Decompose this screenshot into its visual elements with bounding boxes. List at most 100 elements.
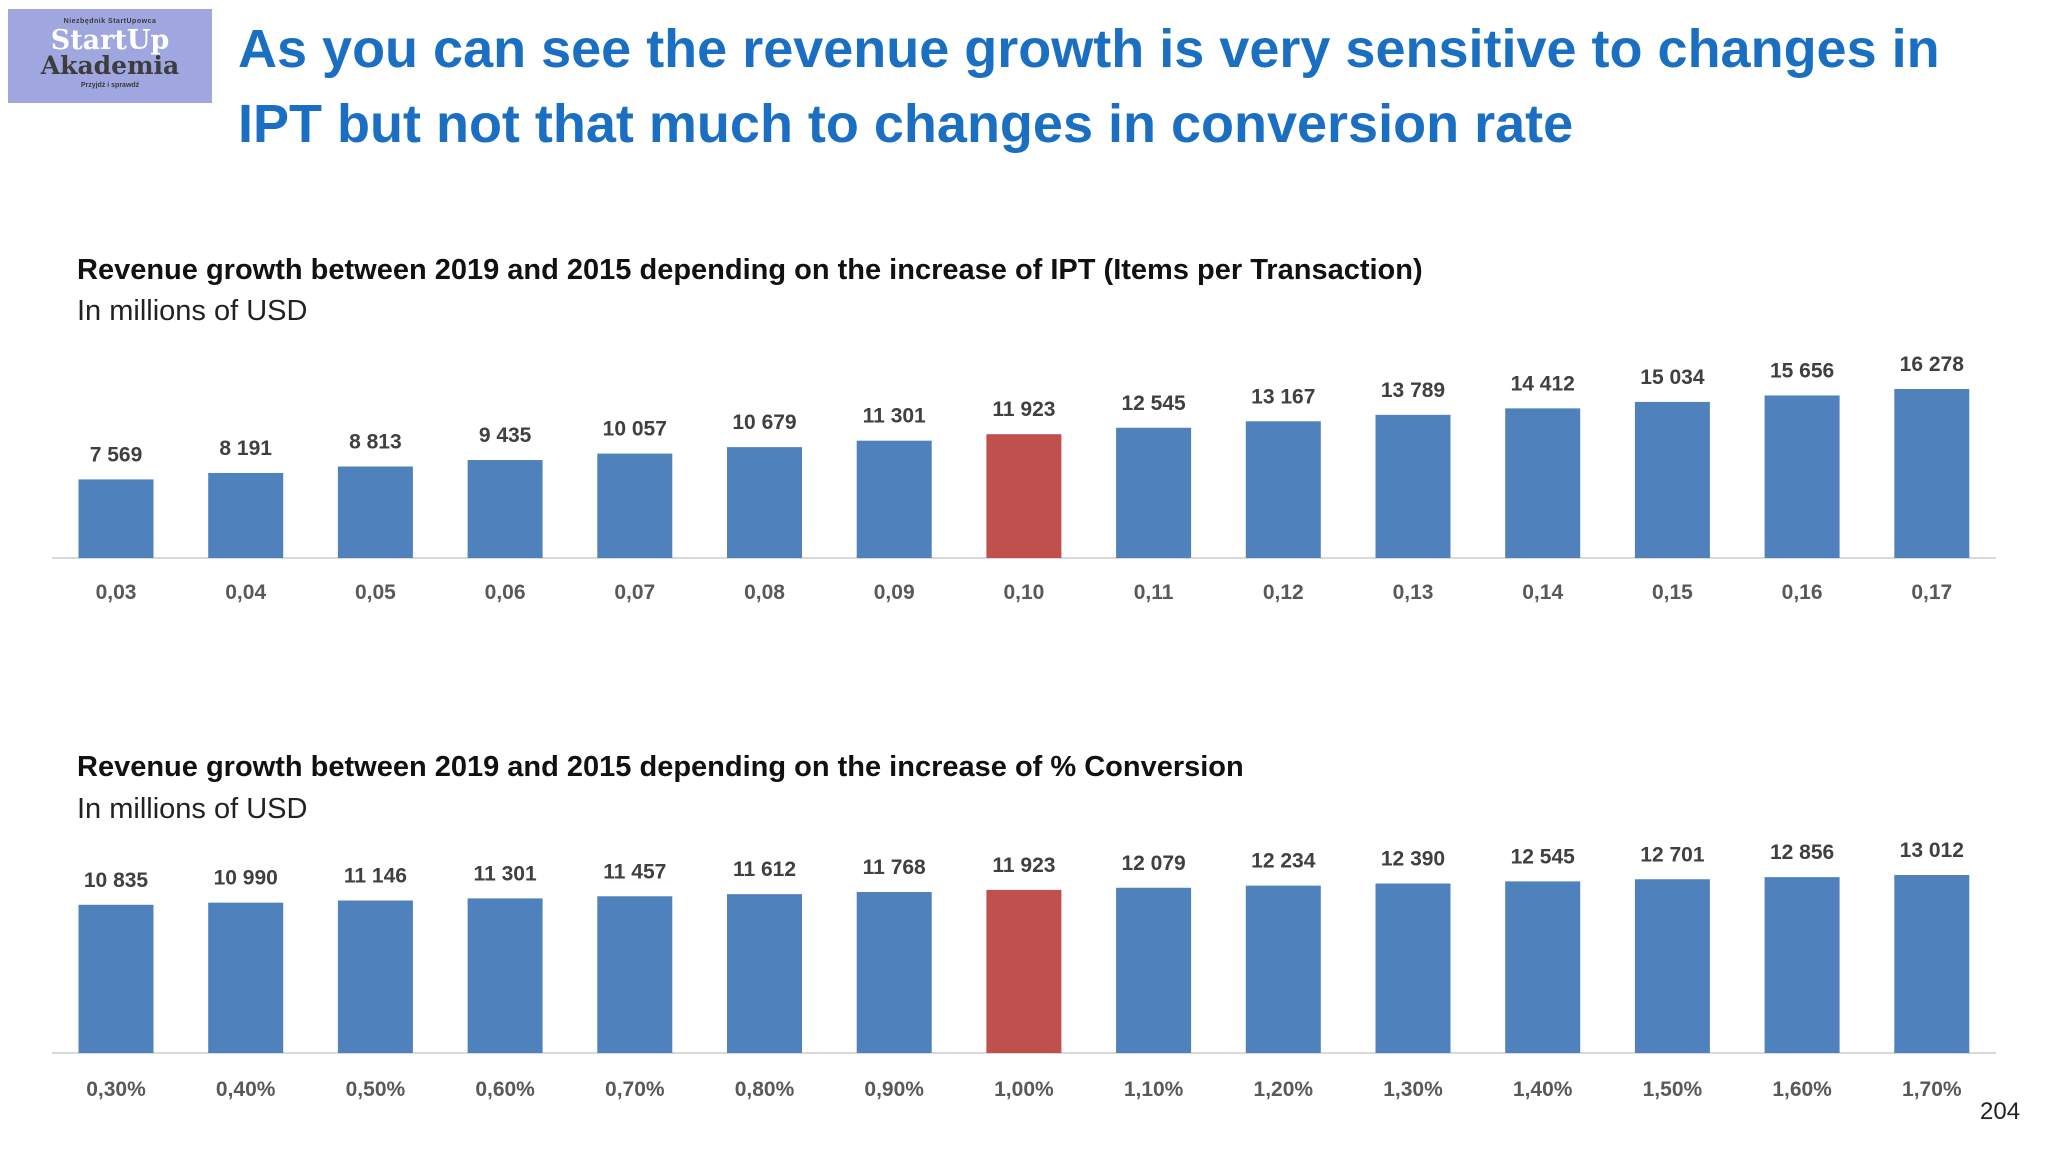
chart1-tick-label: 0,13 <box>1393 581 1434 604</box>
chart1-bar <box>78 479 154 558</box>
chart1-tick-label: 0,03 <box>96 581 137 604</box>
chart2-tick-label: 0,50% <box>346 1078 406 1101</box>
chart1-data-label: 16 278 <box>1900 353 1965 376</box>
chart2-bar <box>986 889 1062 1053</box>
chart1-tick-label: 0,17 <box>1911 581 1952 604</box>
chart2-tick-label: 1,10% <box>1124 1078 1184 1101</box>
chart2-bar <box>1634 879 1710 1053</box>
chart1-tick-label: 0,06 <box>485 581 526 604</box>
chart1-data-label: 15 034 <box>1640 366 1705 389</box>
chart1-data-label: 14 412 <box>1511 372 1575 395</box>
logo-line2: Akademia <box>40 51 180 80</box>
chart1-bar <box>856 440 932 558</box>
chart2-bar <box>727 894 802 1053</box>
chart2-data-label: 11 457 <box>603 860 666 883</box>
chart1-bar <box>1505 408 1581 558</box>
chart1-tick-label: 0,04 <box>225 581 266 604</box>
chart2-data-label: 10 835 <box>84 869 149 892</box>
logo-line1: StartUp <box>50 25 170 56</box>
chart2-tick-label: 0,60% <box>475 1078 535 1101</box>
chart1-tick-label: 0,15 <box>1652 581 1693 604</box>
chart1-data-label: 9 435 <box>479 424 532 447</box>
chart2-data-label: 11 612 <box>733 858 796 881</box>
chart1-data-label: 8 813 <box>349 431 402 454</box>
chart2-bar <box>1245 885 1321 1053</box>
chart1-bar <box>597 453 673 558</box>
chart1-bar <box>1375 414 1451 558</box>
chart1-data-label: 11 923 <box>992 398 1055 421</box>
chart2-tick-label: 1,70% <box>1902 1078 1962 1101</box>
chart2-data-label: 12 545 <box>1511 845 1576 868</box>
chart1-tick-label: 0,16 <box>1782 581 1823 604</box>
chart2-tick-label: 1,00% <box>994 1078 1054 1101</box>
chart1-bar <box>337 466 413 558</box>
chart2-data-label: 12 390 <box>1381 848 1445 871</box>
chart2-bar <box>1894 875 1970 1053</box>
chart2-data-label: 11 923 <box>992 854 1055 877</box>
chart2-data-label: 11 768 <box>863 856 926 879</box>
chart1-bar <box>986 434 1062 558</box>
chart1-tick-label: 0,10 <box>1003 581 1044 604</box>
chart1-data-label: 15 656 <box>1770 359 1834 382</box>
chart2-data-label: 10 990 <box>214 867 278 890</box>
chart1-data-label: 10 057 <box>603 418 667 441</box>
chart1-tick-label: 0,08 <box>744 581 785 604</box>
chart1-bar <box>727 447 802 558</box>
chart1-title: Revenue growth between 2019 and 2015 dep… <box>77 254 1423 286</box>
chart1-bar <box>1116 427 1192 558</box>
chart2-data-label: 12 856 <box>1770 841 1834 864</box>
chart2-data-label: 13 012 <box>1900 839 1964 862</box>
chart2-data-label: 12 701 <box>1640 843 1705 866</box>
chart2-tick-label: 1,50% <box>1643 1078 1703 1101</box>
logo-top-text: Niezbędnik StartUpowca <box>63 18 157 25</box>
chart2-bar <box>208 902 284 1053</box>
chart2-tick-label: 0,40% <box>216 1078 276 1101</box>
chart1-bar <box>1764 395 1840 558</box>
chart1-bar <box>208 472 284 558</box>
chart1-tick-label: 0,05 <box>355 581 396 604</box>
chart2-bar <box>1116 887 1192 1053</box>
chart1-bar <box>467 460 543 558</box>
chart1-data-label: 8 191 <box>219 437 272 460</box>
chart2-bar <box>1375 883 1451 1053</box>
chart2-data-label: 11 301 <box>474 862 537 885</box>
chart2-tick-label: 1,60% <box>1772 1078 1832 1101</box>
chart1-data-label: 7 569 <box>90 443 143 466</box>
chart2-subtitle: In millions of USD <box>77 793 308 825</box>
logo-bottom-text: Przyjdź i sprawdź <box>80 82 140 89</box>
chart2-bar <box>1505 881 1581 1053</box>
page-number: 204 <box>1980 1098 2021 1125</box>
chart1-tick-label: 0,12 <box>1263 581 1304 604</box>
chart1-data-label: 10 679 <box>732 411 796 434</box>
chart2-data-label: 12 079 <box>1121 852 1185 875</box>
chart2-bar <box>467 898 543 1053</box>
chart2-tick-label: 0,70% <box>605 1078 665 1101</box>
slide-headline: As you can see the revenue growth is ver… <box>238 19 1940 154</box>
chart1-bar <box>1634 401 1710 558</box>
chart1-data-label: 11 301 <box>863 405 926 428</box>
chart2-bar <box>856 892 932 1053</box>
chart1-bar <box>1894 389 1970 558</box>
chart1-bar <box>1245 421 1321 558</box>
chart2-tick-label: 0,80% <box>735 1078 795 1101</box>
chart1-tick-label: 0,14 <box>1522 581 1563 604</box>
chart1-data-label: 13 789 <box>1381 379 1445 402</box>
chart2-tick-label: 0,90% <box>864 1078 924 1101</box>
chart2-data-label: 11 146 <box>344 865 407 888</box>
chart2-data-label: 12 234 <box>1251 850 1316 873</box>
chart1-tick-label: 0,09 <box>874 581 915 604</box>
chart2-title: Revenue growth between 2019 and 2015 dep… <box>77 751 1244 783</box>
chart2-bar <box>337 900 413 1053</box>
chart1-tick-label: 0,07 <box>614 581 655 604</box>
chart2-bar <box>78 904 154 1053</box>
startup-akademia-logo: Niezbędnik StartUpowca StartUp Akademia … <box>8 9 212 103</box>
chart2-bar <box>597 896 673 1053</box>
chart1-tick-label: 0,11 <box>1134 581 1174 604</box>
chart2-tick-label: 1,20% <box>1254 1078 1314 1101</box>
chart1-data-label: 13 167 <box>1251 385 1315 408</box>
chart1-subtitle: In millions of USD <box>77 295 308 327</box>
chart2-tick-label: 0,30% <box>86 1078 146 1101</box>
chart2-tick-label: 1,30% <box>1383 1078 1443 1101</box>
chart2-tick-label: 1,40% <box>1513 1078 1573 1101</box>
